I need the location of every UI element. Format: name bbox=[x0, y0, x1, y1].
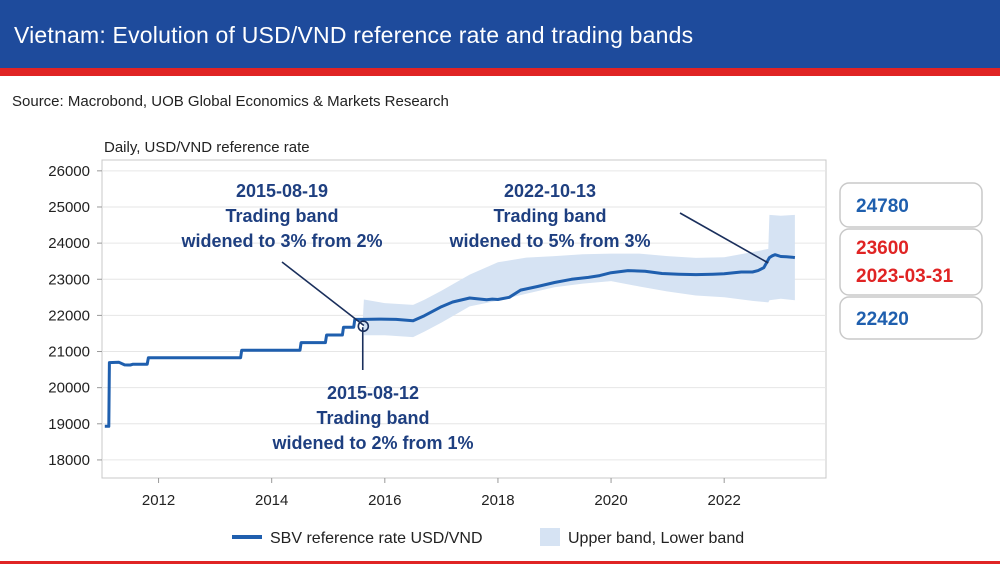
title-bar: Vietnam: Evolution of USD/VND reference … bbox=[0, 0, 1000, 68]
annotations: 2015-08-19 Trading band widened to 3% from… bbox=[180, 181, 769, 453]
callout-lower-text: 22420 bbox=[856, 309, 909, 330]
legend-band-label: Upper band, Lower band bbox=[568, 530, 744, 547]
callout-current-value: 23600 bbox=[856, 238, 909, 259]
y-tick-label: 23000 bbox=[48, 271, 90, 288]
y-tick-label: 18000 bbox=[48, 452, 90, 469]
y-tick-label: 22000 bbox=[48, 307, 90, 324]
y-tick-label: 21000 bbox=[48, 344, 90, 361]
callout-upper: 24780 bbox=[839, 182, 983, 228]
line-layer bbox=[104, 253, 796, 428]
y-axis: 18000 19000 20000 21000 22000 23000 24000 25000… bbox=[48, 163, 102, 469]
annotation-text: widened to 2% from 1% bbox=[271, 433, 473, 453]
callout-current: 23600 2023-03-31 bbox=[839, 228, 983, 296]
red-accent-bar bbox=[0, 68, 1000, 76]
plot-area bbox=[101, 159, 827, 479]
footer-accent-line bbox=[0, 561, 1000, 564]
y-tick-label: 24000 bbox=[48, 235, 90, 252]
annotation-leader-line bbox=[679, 212, 769, 264]
x-tick-label: 2022 bbox=[708, 492, 741, 509]
band-layer bbox=[104, 214, 795, 427]
x-axis: 2012 2014 2016 2018 2020 2022 bbox=[142, 478, 741, 509]
callout-lower: 22420 bbox=[839, 296, 983, 340]
callout-current-date: 2023-03-31 bbox=[856, 266, 954, 287]
legend-line-label: SBV reference rate USD/VND bbox=[270, 530, 483, 547]
x-tick-label: 2016 bbox=[368, 492, 401, 509]
annotation-text: widened to 5% from 3% bbox=[448, 231, 650, 251]
source-note: Source: Macrobond, UOB Global Economics … bbox=[12, 93, 449, 110]
annotation-text: 2015-08-19 bbox=[236, 181, 328, 201]
annotation-text: Trading band bbox=[493, 206, 606, 226]
legend: SBV reference rate USD/VND Upper band, L… bbox=[232, 528, 744, 547]
annotation-text: Trading band bbox=[316, 408, 429, 428]
y-tick-label: 26000 bbox=[48, 163, 90, 180]
annotation-leader-line bbox=[281, 261, 365, 327]
y-tick-label: 19000 bbox=[48, 416, 90, 433]
annotation-text: widened to 3% from 2% bbox=[180, 231, 382, 251]
annotation-text: 2022-10-13 bbox=[504, 181, 596, 201]
y-tick-label: 25000 bbox=[48, 199, 90, 216]
x-tick-label: 2012 bbox=[142, 492, 175, 509]
reference-rate-line bbox=[104, 253, 796, 428]
annotation-marker bbox=[357, 320, 370, 333]
y-tick-label: 20000 bbox=[48, 380, 90, 397]
annotation-text: Trading band bbox=[225, 206, 338, 226]
x-tick-label: 2014 bbox=[255, 492, 288, 509]
y-axis-label: Daily, USD/VND reference rate bbox=[104, 139, 310, 156]
callout-upper-text: 24780 bbox=[856, 196, 909, 217]
legend-band-swatch bbox=[540, 528, 560, 546]
trading-band-area bbox=[104, 214, 795, 427]
chart-title: Vietnam: Evolution of USD/VND reference … bbox=[14, 22, 694, 48]
annotation-text: 2015-08-12 bbox=[327, 383, 419, 403]
x-tick-label: 2020 bbox=[594, 492, 627, 509]
x-tick-label: 2018 bbox=[481, 492, 514, 509]
